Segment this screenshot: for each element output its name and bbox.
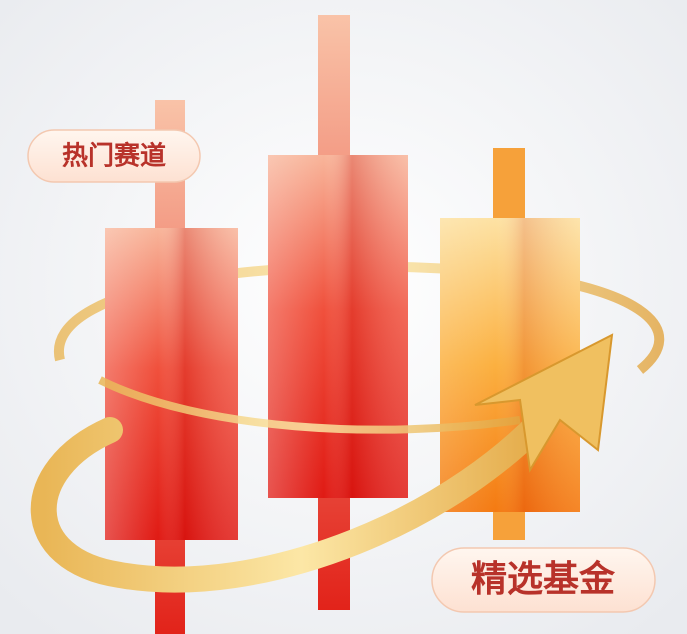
label-text: 热门赛道 [62, 141, 166, 172]
candle-left [105, 100, 238, 634]
bottom-label: 精选基金 [431, 547, 656, 613]
candle-middle [268, 15, 408, 610]
ring-front [98, 376, 521, 434]
arrow-swoosh [30, 387, 573, 593]
top-label: 热门赛道 [27, 129, 201, 183]
arrow-head [474, 333, 614, 473]
label-text: 精选基金 [471, 558, 616, 600]
ring-back [53, 261, 665, 374]
